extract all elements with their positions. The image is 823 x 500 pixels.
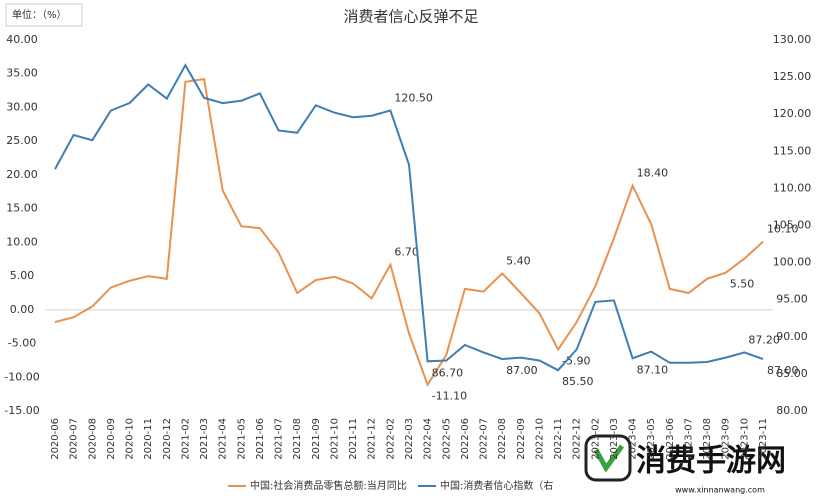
x-tick-label: 2022-06 — [460, 418, 471, 460]
x-tick-label: 2023-02 — [590, 418, 601, 460]
x-tick-label: 2022-04 — [423, 418, 434, 460]
data-label: 120.50 — [394, 91, 433, 104]
data-label: 85.50 — [562, 375, 594, 388]
y-tick-label: 10.00 — [6, 235, 38, 248]
data-label: 87.00 — [767, 364, 799, 377]
x-tick-label: 2023-05 — [646, 418, 657, 460]
y-tick-label: 35.00 — [6, 67, 38, 80]
y2-tick-label: 115.00 — [773, 144, 812, 157]
y-tick-label: -5.00 — [8, 337, 36, 350]
x-tick-label: 2022-12 — [572, 418, 583, 460]
legend-label: 中国:社会消费品零售总额:当月同比 — [250, 479, 407, 492]
data-label: 10.10 — [767, 223, 799, 236]
data-label: 6.70 — [394, 246, 419, 259]
y2-tick-label: 80.00 — [776, 404, 808, 417]
x-tick-label: 2023-11 — [758, 418, 769, 460]
y-tick-label: 5.00 — [10, 269, 35, 282]
x-tick-label: 2022-02 — [385, 418, 396, 460]
x-tick-label: 2022-07 — [479, 418, 490, 460]
watermark-url: www.xinnanwang.com — [675, 486, 765, 495]
x-tick-label: 2023-08 — [702, 418, 713, 460]
x-tick-label: 2022-05 — [441, 418, 452, 460]
x-tick-label: 2022-10 — [534, 418, 545, 460]
x-tick-label: 2022-09 — [516, 418, 527, 460]
x-tick-label: 2020-11 — [143, 418, 154, 460]
x-tick-label: 2022-08 — [497, 418, 508, 460]
data-label: 87.00 — [506, 364, 538, 377]
x-tick-label: 2021-12 — [367, 418, 378, 460]
x-tick-label: 2020-12 — [162, 418, 173, 460]
x-tick-label: 2023-06 — [665, 418, 676, 460]
x-tick-label: 2023-03 — [609, 418, 620, 460]
x-tick-label: 2023-04 — [628, 418, 639, 460]
x-tick-label: 2021-10 — [329, 418, 340, 460]
x-tick-label: 2021-07 — [274, 418, 285, 460]
x-tick-label: 2023-10 — [739, 418, 750, 460]
series-line — [54, 63, 764, 372]
x-tick-label: 2023-09 — [721, 418, 732, 460]
y2-tick-label: 120.00 — [773, 107, 812, 120]
x-tick-label: 2022-03 — [404, 418, 415, 460]
y2-tick-label: 105.00 — [773, 219, 812, 232]
y-tick-label: 0.00 — [10, 303, 35, 316]
x-tick-label: 2021-06 — [255, 418, 266, 460]
unit-note: 单位：（%） — [12, 8, 67, 21]
y2-tick-label: 125.00 — [773, 70, 812, 83]
x-tick-label: 2023-07 — [683, 418, 694, 460]
y2-tick-label: 95.00 — [776, 293, 808, 306]
y-tick-label: 20.00 — [6, 168, 38, 181]
watermark: 消费手游网 www.xinnanwang.com — [584, 434, 786, 495]
x-tick-label: 2021-04 — [218, 418, 229, 460]
x-tick-label: 2021-03 — [199, 418, 210, 460]
y-tick-label: -15.00 — [4, 404, 39, 417]
y-tick-label: 30.00 — [6, 100, 38, 113]
data-label: 5.40 — [506, 254, 531, 267]
chart-title: 消费者信心反弹不足 — [343, 8, 478, 26]
x-tick-label: 2021-05 — [236, 418, 247, 460]
data-label: 5.50 — [730, 278, 755, 291]
y2-tick-label: 130.00 — [773, 33, 812, 46]
y-tick-label: -10.00 — [4, 370, 39, 383]
series-line — [54, 77, 764, 387]
y-tick-label: 40.00 — [6, 33, 38, 46]
y2-tick-label: 100.00 — [773, 256, 812, 269]
x-tick-label: 2021-08 — [292, 418, 303, 460]
y-tick-label: 15.00 — [6, 202, 38, 215]
legend-label: 中国:消费者信心指数（右 — [440, 479, 553, 492]
x-tick-label: 2022-11 — [553, 418, 564, 460]
data-label: 87.10 — [637, 363, 669, 376]
x-tick-label: 2021-09 — [311, 418, 322, 460]
x-tick-label: 2021-02 — [180, 418, 191, 460]
data-label: 86.70 — [432, 366, 464, 379]
x-tick-label: 2021-11 — [348, 418, 359, 460]
x-tick-label: 2020-07 — [69, 418, 80, 460]
x-tick-label: 2020-06 — [50, 418, 61, 460]
data-label: 18.40 — [637, 167, 669, 180]
y2-tick-label: 90.00 — [776, 330, 808, 343]
data-label: 87.20 — [748, 333, 780, 346]
y-tick-label: 25.00 — [6, 134, 38, 147]
watermark-title: 消费手游网 — [636, 444, 786, 479]
x-tick-label: 2020-09 — [106, 418, 117, 460]
data-label: -11.10 — [432, 390, 467, 403]
y2-tick-label: 85.00 — [776, 367, 808, 380]
x-tick-label: 2020-10 — [125, 418, 136, 460]
x-tick-label: 2020-08 — [87, 418, 98, 460]
unit-box — [5, 3, 83, 27]
watermark-check — [593, 444, 625, 473]
y2-tick-label: 110.00 — [773, 181, 812, 194]
